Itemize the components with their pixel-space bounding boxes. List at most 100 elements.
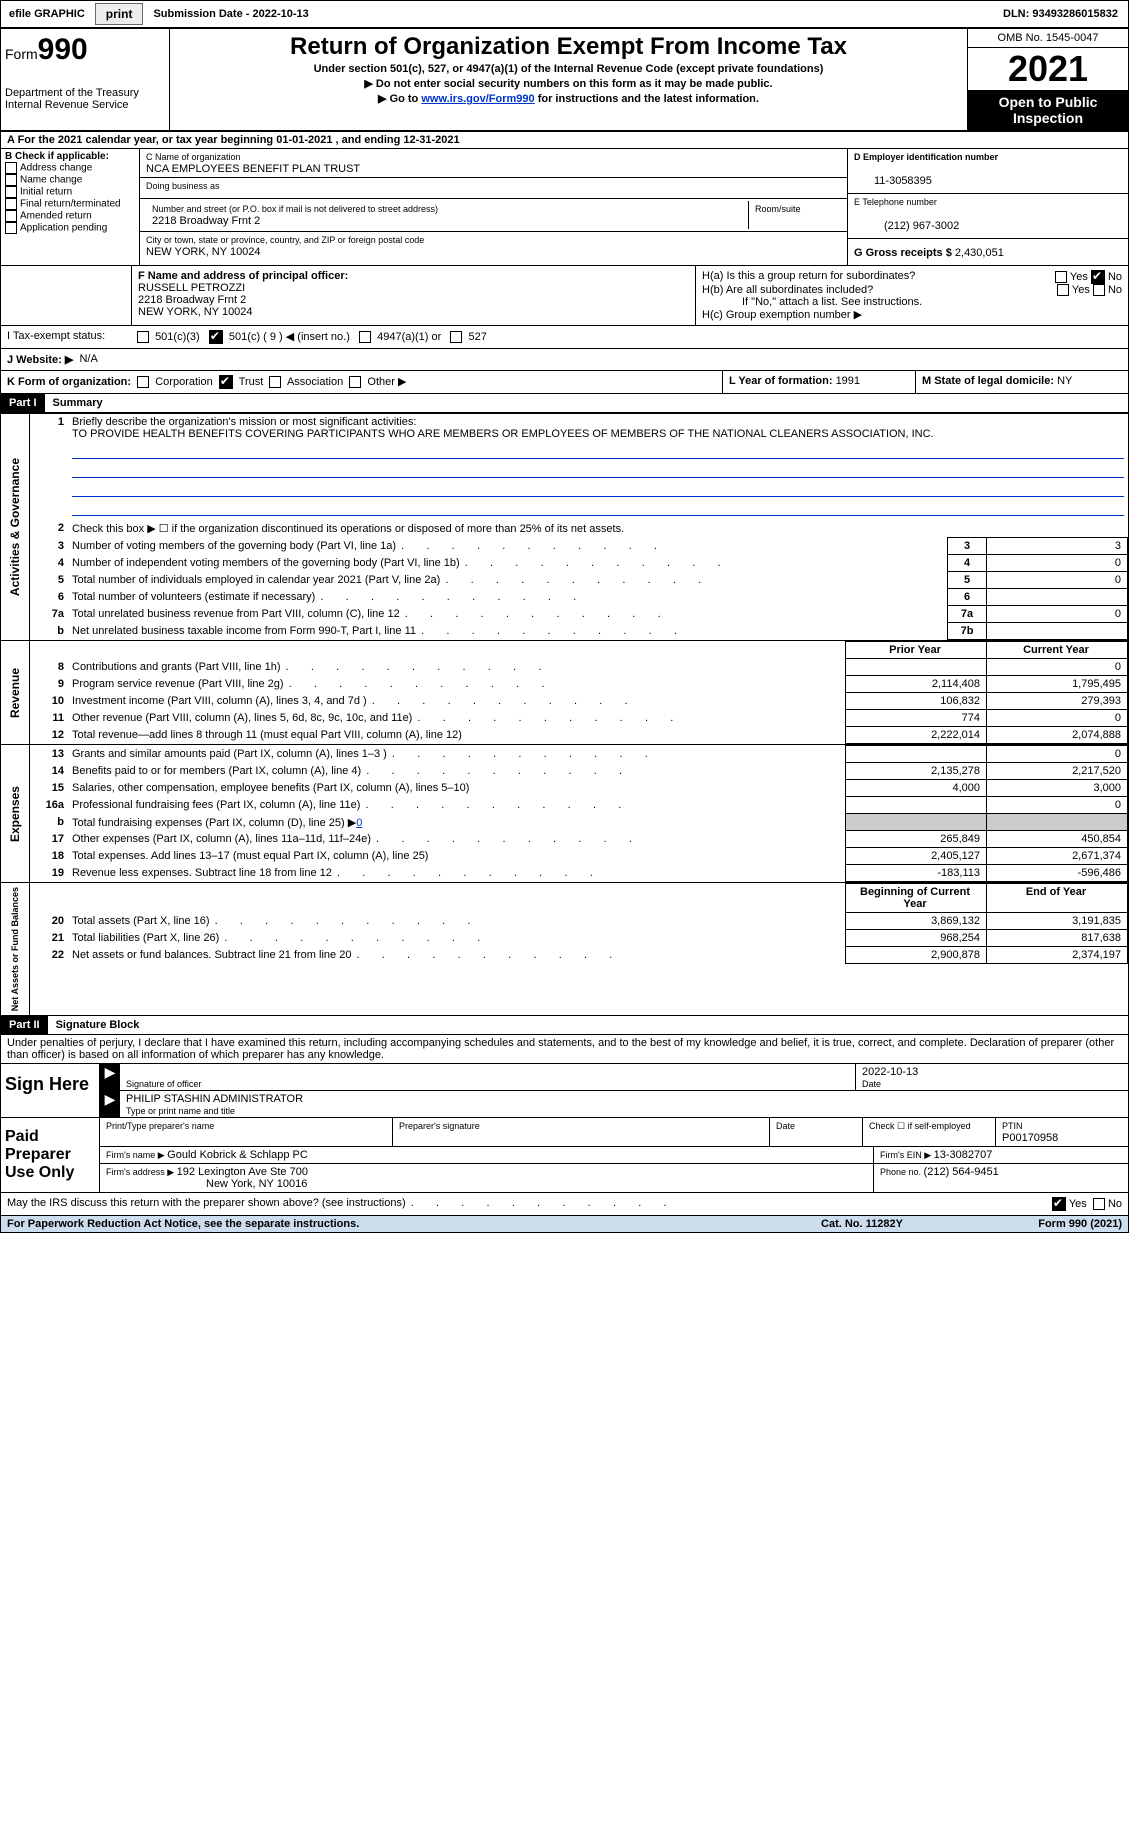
revenue-section: Revenue Prior YearCurrent Year 8Contribu…	[0, 641, 1129, 745]
form-footer: Form 990 (2021)	[962, 1218, 1122, 1230]
sign-here-label: Sign Here	[1, 1064, 100, 1117]
firm-ein: 13-3082707	[934, 1149, 993, 1161]
form-subtitle: Under section 501(c), 527, or 4947(a)(1)…	[174, 63, 963, 75]
part1-header: Part I	[1, 394, 45, 412]
sign-here-section: Sign Here ▶ Signature of officer 2022-10…	[0, 1064, 1129, 1118]
ha-label: H(a) Is this a group return for subordin…	[702, 270, 1012, 284]
part1-title: Summary	[45, 394, 111, 412]
submission-label: Submission Date - 2022-10-13	[145, 5, 316, 23]
val-4: 0	[987, 555, 1128, 572]
tax-exempt-row: I Tax-exempt status: 501(c)(3) 501(c) ( …	[0, 326, 1129, 349]
print-button[interactable]: print	[95, 3, 144, 25]
dept-label: Department of the Treasury Internal Reve…	[5, 87, 165, 111]
c11: 0	[987, 710, 1128, 727]
form-title: Return of Organization Exempt From Incom…	[174, 33, 963, 61]
c19: -596,486	[987, 865, 1128, 882]
gross-value: 2,430,051	[955, 247, 1004, 259]
expenses-section: Expenses 13Grants and similar amounts pa…	[0, 745, 1129, 883]
arrow-icon: ▶	[100, 1091, 120, 1117]
form-number: Form990	[5, 33, 165, 67]
val-5: 0	[987, 572, 1128, 589]
mission-text: TO PROVIDE HEALTH BENEFITS COVERING PART…	[72, 428, 934, 440]
other-checkbox[interactable]	[349, 376, 361, 388]
vert-revenue: Revenue	[6, 664, 24, 722]
sign-date: 2022-10-13	[862, 1066, 918, 1078]
4947-checkbox[interactable]	[359, 331, 371, 343]
website-value: N/A	[79, 353, 97, 366]
c17: 450,854	[987, 831, 1128, 848]
vert-expenses: Expenses	[6, 782, 24, 846]
tax-period-row: A For the 2021 calendar year, or tax yea…	[0, 132, 1129, 149]
527-checkbox[interactable]	[450, 331, 462, 343]
website-row: J Website: ▶ N/A	[0, 349, 1129, 371]
check-applicable-col: B Check if applicable: Address change Na…	[1, 149, 140, 265]
c18: 2,671,374	[987, 848, 1128, 865]
signer-name: PHILIP STASHIN ADMINISTRATOR	[126, 1093, 303, 1105]
trust-checkbox[interactable]	[219, 375, 233, 389]
ha-yes-checkbox[interactable]	[1055, 271, 1067, 283]
tax-year: 2021	[968, 48, 1128, 90]
val-6	[987, 589, 1128, 606]
room-label: Room/suite	[755, 204, 801, 214]
assoc-checkbox[interactable]	[269, 376, 281, 388]
pra-notice: For Paperwork Reduction Act Notice, see …	[7, 1218, 762, 1230]
part2-title: Signature Block	[48, 1016, 148, 1034]
c13: 0	[987, 746, 1128, 763]
officer-addr2: NEW YORK, NY 10024	[138, 306, 253, 318]
501c-checkbox[interactable]	[209, 330, 223, 344]
officer-label: F Name and address of principal officer:	[138, 270, 348, 282]
corp-checkbox[interactable]	[137, 376, 149, 388]
firm-phone: (212) 564-9451	[924, 1166, 999, 1178]
fundraising-link[interactable]: 0	[356, 817, 362, 829]
dba-label: Doing business as	[146, 181, 220, 191]
state-domicile: NY	[1057, 375, 1072, 387]
firm-addr2: New York, NY 10016	[106, 1178, 307, 1190]
paid-preparer-section: Paid Preparer Use Only Print/Type prepar…	[0, 1118, 1129, 1193]
open-inspection: Open to Public Inspection	[968, 90, 1128, 130]
city-value: NEW YORK, NY 10024	[146, 246, 261, 258]
discuss-no-checkbox[interactable]	[1093, 1198, 1105, 1210]
discuss-yes-checkbox[interactable]	[1052, 1197, 1066, 1211]
officer-name: RUSSELL PETROZZI	[138, 282, 245, 294]
netassets-section: Net Assets or Fund Balances Beginning of…	[0, 883, 1129, 1016]
part2-header: Part II	[1, 1016, 48, 1034]
ein-label: D Employer identification number	[854, 152, 998, 162]
penalty-text: Under penalties of perjury, I declare th…	[1, 1035, 1128, 1063]
k-l-m-row: K Form of organization: Corporation Trus…	[0, 371, 1129, 394]
hb-yes-checkbox[interactable]	[1057, 284, 1069, 296]
ha-no-checkbox[interactable]	[1091, 270, 1105, 284]
hc-label: H(c) Group exemption number ▶	[702, 308, 1122, 321]
addr-label: Number and street (or P.O. box if mail i…	[152, 204, 438, 214]
c21: 817,638	[987, 930, 1128, 947]
hb-label: H(b) Are all subordinates included?	[702, 284, 1012, 296]
hb-no-checkbox[interactable]	[1093, 284, 1105, 296]
top-toolbar: efile GRAPHIC print Submission Date - 20…	[0, 0, 1129, 29]
c8: 0	[987, 659, 1128, 676]
discuss-row: May the IRS discuss this return with the…	[0, 1193, 1129, 1216]
ssn-note: ▶ Do not enter social security numbers o…	[174, 77, 963, 90]
c15: 3,000	[987, 780, 1128, 797]
activities-section: Activities & Governance 1 Briefly descri…	[0, 414, 1129, 641]
val-3: 3	[987, 538, 1128, 555]
501c3-checkbox[interactable]	[137, 331, 149, 343]
cat-no: Cat. No. 11282Y	[762, 1218, 962, 1230]
firm-addr1: 192 Lexington Ave Ste 700	[177, 1166, 308, 1178]
c20: 3,191,835	[987, 913, 1128, 930]
omb-number: OMB No. 1545-0047	[968, 29, 1128, 48]
efile-label: efile GRAPHIC	[1, 5, 93, 23]
goto-link[interactable]: www.irs.gov/Form990	[421, 93, 534, 105]
form-header: Form990 Department of the Treasury Inter…	[0, 29, 1129, 132]
dln-label: DLN: 93493286015832	[1003, 8, 1128, 20]
org-name-label: C Name of organization	[146, 152, 241, 162]
phone-value: (212) 967-3002	[854, 220, 959, 232]
arrow-icon: ▶	[100, 1064, 120, 1090]
val-7b	[987, 623, 1128, 640]
city-label: City or town, state or province, country…	[146, 235, 424, 245]
goto-line: ▶ Go to www.irs.gov/Form990 for instruct…	[174, 92, 963, 105]
entity-block: B Check if applicable: Address change Na…	[0, 149, 1129, 266]
footer-row: For Paperwork Reduction Act Notice, see …	[0, 1216, 1129, 1233]
c10: 279,393	[987, 693, 1128, 710]
hb-note: If "No," attach a list. See instructions…	[702, 296, 1122, 308]
year-formation: 1991	[836, 375, 860, 387]
vert-activities: Activities & Governance	[6, 454, 24, 600]
